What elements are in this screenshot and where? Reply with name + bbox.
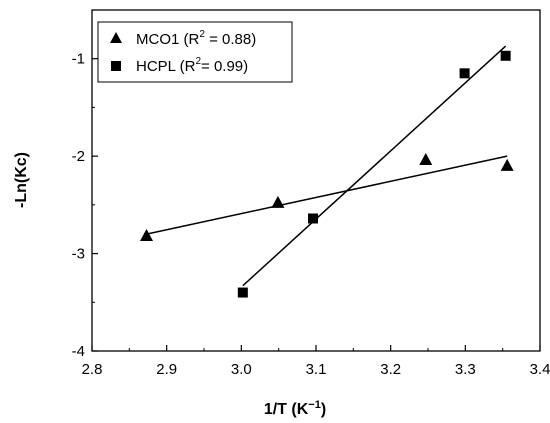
legend: MCO1 (R2 = 0.88) HCPL (R2= 0.99) bbox=[97, 21, 293, 83]
x-tick-label: 3.2 bbox=[380, 361, 401, 378]
legend-marker-triangle-icon bbox=[110, 32, 122, 43]
point-hcpl bbox=[308, 213, 319, 224]
point-hcpl bbox=[500, 50, 511, 61]
x-tick-label: 3.3 bbox=[455, 361, 476, 378]
data-points bbox=[140, 50, 514, 298]
point-mco1 bbox=[271, 195, 285, 208]
point-mco1 bbox=[500, 158, 514, 171]
x-tick-label: 2.8 bbox=[82, 361, 103, 378]
legend-label-mco1: MCO1 (R2 = 0.88) bbox=[136, 29, 256, 48]
x-axis: 2.8 2.9 3.0 3.1 3.2 3.3 3.4 bbox=[82, 345, 550, 378]
x-tick-label: 3.0 bbox=[231, 361, 252, 378]
x-axis-title: 1/T (K−1) bbox=[264, 399, 326, 418]
fit-line-mco1 bbox=[146, 155, 508, 235]
y-tick-label: -4 bbox=[72, 343, 85, 360]
legend-marker-square-icon bbox=[111, 61, 121, 71]
fit-lines bbox=[146, 45, 508, 287]
fit-line-hcpl bbox=[242, 45, 507, 287]
x-tick-label: 3.4 bbox=[530, 361, 550, 378]
x-tick-label: 3.1 bbox=[306, 361, 327, 378]
y-tick-label: -1 bbox=[72, 51, 85, 68]
point-mco1 bbox=[140, 229, 154, 242]
x-tick-label: 2.9 bbox=[156, 361, 177, 378]
y-tick-label: -2 bbox=[72, 148, 85, 165]
y-tick-label: -3 bbox=[72, 246, 85, 263]
y-axis: -4 -3 -2 -1 bbox=[72, 9, 98, 360]
legend-box bbox=[97, 21, 293, 83]
legend-label-hcpl: HCPL (R2= 0.99) bbox=[136, 56, 248, 75]
point-hcpl bbox=[237, 287, 248, 298]
point-hcpl bbox=[459, 68, 470, 79]
y-axis-title: -Ln(Kc) bbox=[13, 152, 30, 208]
point-mco1 bbox=[419, 153, 433, 166]
